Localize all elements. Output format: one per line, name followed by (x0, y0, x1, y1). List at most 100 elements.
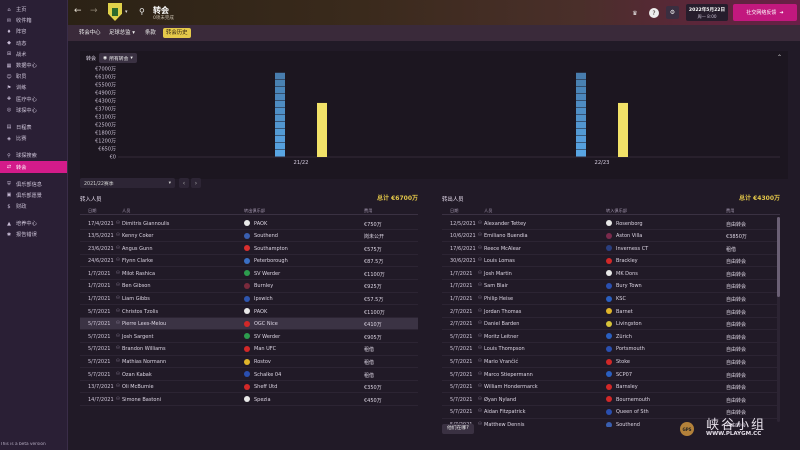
col-name[interactable]: 人员 (122, 208, 131, 213)
player-name[interactable]: Louis Lomas (484, 258, 515, 265)
sidebar-item-18[interactable]: ✱ 报告错误 (0, 229, 67, 240)
club-name[interactable]: Brackley (616, 258, 638, 265)
table-row[interactable]: 14/7/2021 ⚇ Simone Bastoni Spezia €450万 (80, 393, 418, 406)
sidebar-item-7[interactable]: ⚑ 训练 (0, 82, 67, 93)
player-name[interactable]: Matthew Dennis (484, 422, 525, 427)
club-badge-icon[interactable] (108, 3, 122, 21)
forward-arrow-icon[interactable]: → (90, 6, 98, 16)
tab-transfer-centre[interactable]: 转会中心 (79, 30, 101, 36)
table-row[interactable]: 2/7/2021 ⚇ Daniel Barden Livingston 自由转会 (442, 318, 780, 331)
sidebar-item-0[interactable]: ⌂ 主页 (0, 4, 67, 15)
player-name[interactable]: Liam Gibbs (122, 296, 150, 303)
sidebar-item-6[interactable]: ☺ 职员 (0, 71, 67, 82)
player-name[interactable]: Reece McAlear (484, 245, 521, 252)
table-row[interactable]: 17/6/2021 ⚇ Reece McAlear Inverness CT 租… (442, 242, 780, 255)
sidebar-item-1[interactable]: ✉ 收件箱 (0, 15, 67, 26)
help-icon[interactable]: ? (649, 8, 659, 18)
club-name[interactable]: Southend (616, 422, 640, 427)
col-fee[interactable]: 费用 (726, 208, 735, 213)
club-name[interactable]: Bury Town (616, 283, 642, 290)
player-name[interactable]: Angus Gunn (122, 245, 153, 252)
table-row[interactable]: 17/4/2021 ⚇ Dimitris Giannoulis PAOK €75… (80, 217, 418, 230)
season-select[interactable]: 2021/22赛季 ▾ (80, 178, 175, 188)
club-name[interactable]: SV Werder (254, 270, 281, 277)
bar-in-22-23[interactable] (576, 72, 586, 157)
club-name[interactable]: Southend (254, 233, 278, 240)
table-row[interactable]: 2/7/2021 ⚇ Jordan Thomas Barnet 自由转会 (442, 305, 780, 318)
club-name[interactable]: KSC (616, 296, 626, 303)
club-name[interactable]: Zürich (616, 333, 632, 340)
club-name[interactable]: Aston Villa (616, 233, 643, 240)
table-row[interactable]: 5/7/2021 ⚇ Mario Vrančić Stoke 自由转会 (442, 356, 780, 369)
table-row[interactable]: 5/7/2021 ⚇ Ozan Kabak Schalke 04 租借 (80, 368, 418, 381)
prev-season-icon[interactable]: ‹ (179, 178, 189, 188)
table-row[interactable]: 5/7/2021 ⚇ Josh Sargent SV Werder €905万 (80, 330, 418, 343)
table-row[interactable]: 5/7/2021 ⚇ Marco Stiepermann SCP07 自由转会 (442, 368, 780, 381)
collapse-icon[interactable]: ⌃ (776, 54, 782, 61)
table-row[interactable]: 1/7/2021 ⚇ Ben Gibson Burnley €925万 (80, 280, 418, 293)
club-name[interactable]: Peterborough (254, 258, 288, 265)
club-name[interactable]: Ipswich (254, 296, 273, 303)
sidebar-item-10[interactable]: ▤ 日程表 (0, 122, 67, 133)
sidebar-item-13[interactable]: ⇄ 转会 (0, 161, 67, 173)
sidebar-item-16[interactable]: $ 财政 (0, 201, 67, 212)
sidebar-item-17[interactable]: ▲ 培养中心 (0, 218, 67, 229)
table-row[interactable]: 23/6/2021 ⚇ Angus Gunn Southampton €575万 (80, 242, 418, 255)
tab-transfer-history[interactable]: 转会历史 (163, 28, 191, 38)
player-name[interactable]: Josh Martin (484, 270, 512, 277)
club-name[interactable]: Bournemouth (616, 396, 651, 403)
sidebar-item-12[interactable]: ⚲ 球探搜索 (0, 150, 67, 161)
table-row[interactable]: 5/7/2021 ⚇ Aidan Fitzpatrick Queen of St… (442, 406, 780, 419)
col-fee[interactable]: 费用 (364, 208, 373, 213)
club-name[interactable]: Portsmouth (616, 346, 645, 353)
player-name[interactable]: Mario Vrančić (484, 359, 519, 366)
chevron-down-icon[interactable]: ▾ (125, 9, 128, 15)
player-name[interactable]: Milot Rashica (122, 270, 156, 277)
table-row[interactable]: 10/6/2021 ⚇ Emiliano Buendia Aston Villa… (442, 230, 780, 243)
player-name[interactable]: Pierre Lees-Melou (122, 321, 167, 328)
club-name[interactable]: PAOK (254, 220, 268, 227)
player-name[interactable]: Simone Bastoni (122, 396, 162, 403)
player-name[interactable]: Marco Stiepermann (484, 371, 533, 378)
player-name[interactable]: Kenny Coker (122, 233, 154, 240)
player-name[interactable]: Emiliano Buendia (484, 233, 528, 240)
player-name[interactable]: Philip Heise (484, 296, 514, 303)
sidebar-item-8[interactable]: ✚ 医疗中心 (0, 94, 67, 105)
continue-button[interactable]: 社交网络反馈 ➜ (733, 4, 797, 21)
back-arrow-icon[interactable]: ← (74, 6, 82, 16)
col-date[interactable]: 日期 (450, 208, 459, 213)
player-name[interactable]: Jordan Thomas (484, 308, 522, 315)
player-name[interactable]: Ozan Kabak (122, 371, 152, 378)
next-season-icon[interactable]: › (191, 178, 201, 188)
sidebar-item-15[interactable]: ▣ 俱乐部愿景 (0, 190, 67, 201)
club-name[interactable]: Burnley (254, 283, 274, 290)
bar-in-21-22[interactable] (275, 72, 285, 157)
tab-director[interactable]: 足球总监 ▾ (109, 30, 135, 36)
col-club[interactable]: 转出俱乐部 (244, 208, 265, 213)
table-row[interactable]: 13/7/2021 ⚇ Oli McBurnie Sheff Utd €350万 (80, 381, 418, 394)
club-name[interactable]: Southampton (254, 245, 288, 252)
player-name[interactable]: Dimitris Giannoulis (122, 220, 170, 227)
club-name[interactable]: Livingston (616, 321, 642, 328)
gear-icon[interactable]: ⚙ (666, 6, 679, 19)
player-name[interactable]: Ben Gibson (122, 283, 151, 290)
search-icon[interactable]: ⚲ (139, 7, 145, 16)
player-name[interactable]: Alexander Tettey (484, 220, 527, 227)
player-name[interactable]: Josh Sargent (122, 333, 154, 340)
sidebar-item-5[interactable]: ▦ 数据中心 (0, 60, 67, 71)
player-name[interactable]: Aidan Fitzpatrick (484, 409, 526, 416)
scrollbar[interactable] (777, 217, 780, 422)
sidebar-item-4[interactable]: ⊞ 战术 (0, 49, 67, 60)
sidebar-item-2[interactable]: ♦ 阵容 (0, 26, 67, 37)
table-row[interactable]: 1/7/2021 ⚇ Liam Gibbs Ipswich €57.5万 (80, 293, 418, 306)
table-row[interactable]: 1/7/2021 ⚇ Milot Rashica SV Werder €1100… (80, 267, 418, 280)
col-date[interactable]: 日期 (88, 208, 97, 213)
date-display[interactable]: 2022年5月22日 周一 8:00 (686, 4, 728, 21)
club-name[interactable]: Spezia (254, 396, 271, 403)
club-name[interactable]: Rostov (254, 359, 271, 366)
club-name[interactable]: Rosenborg (616, 220, 643, 227)
player-name[interactable]: Brandon Williams (122, 346, 166, 353)
sidebar-item-9[interactable]: ◎ 球探中心 (0, 105, 67, 116)
club-name[interactable]: Stoke (616, 359, 630, 366)
table-row[interactable]: 24/6/2021 ⚇ Flynn Clarke Peterborough €8… (80, 255, 418, 268)
